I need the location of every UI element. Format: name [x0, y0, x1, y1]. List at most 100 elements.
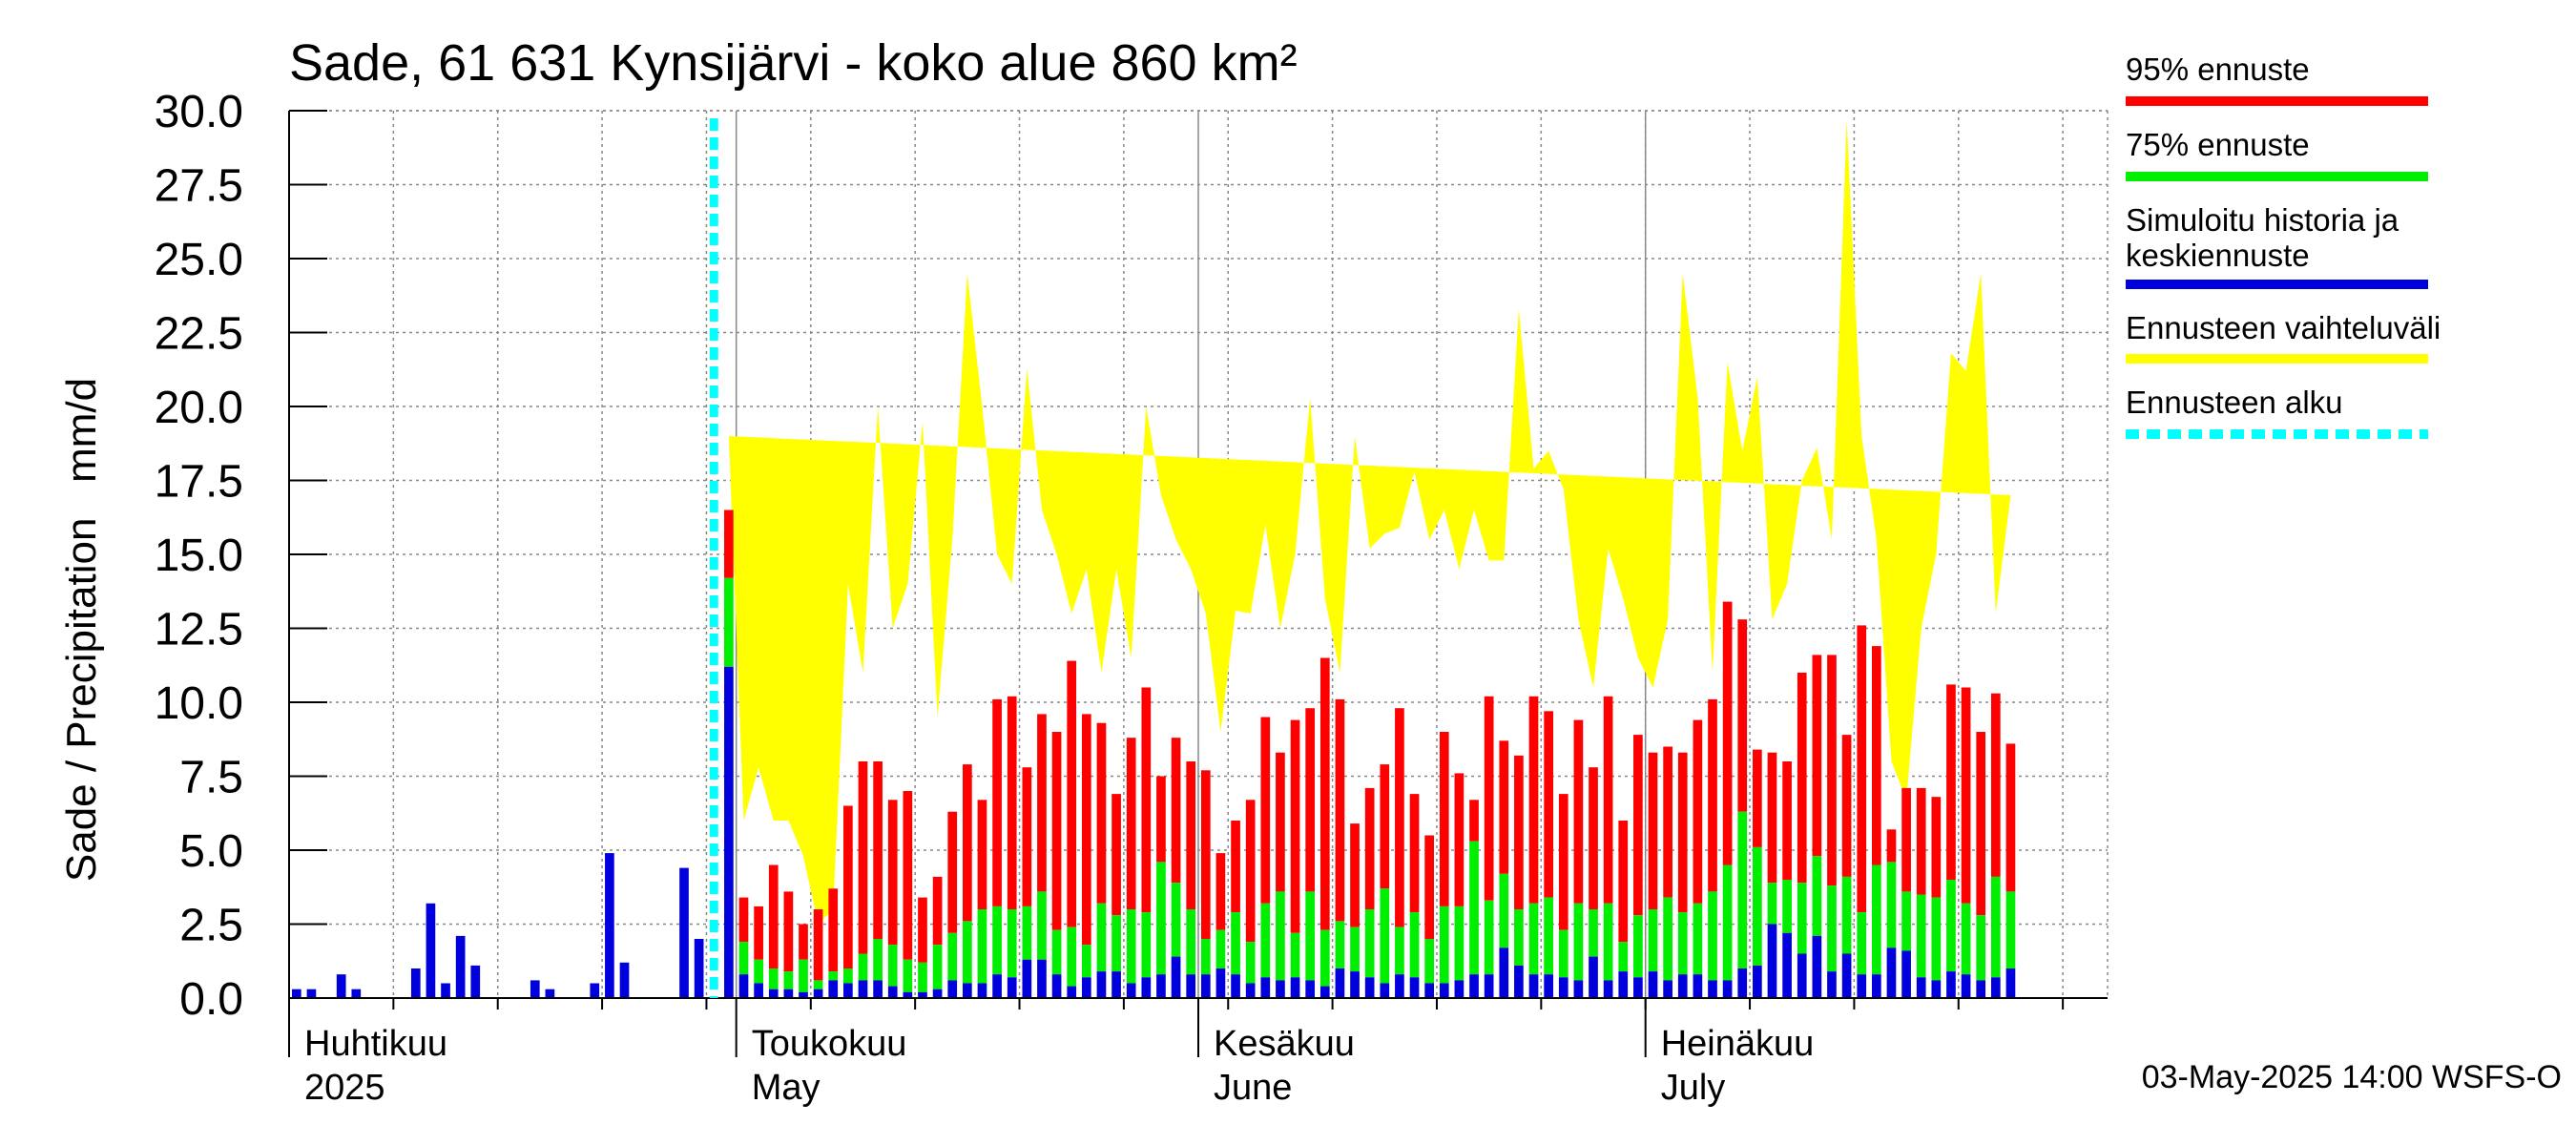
p95-bar: [1753, 749, 1762, 847]
y-tick-label: 22.5: [155, 309, 243, 360]
p95-bar: [1424, 835, 1434, 939]
mean-bar: [1648, 971, 1658, 998]
history-bar: [455, 935, 466, 998]
p95-bar: [992, 698, 1002, 906]
p75-bar: [1722, 864, 1733, 981]
p75-bar: [1767, 883, 1777, 925]
mean-bar: [887, 986, 898, 998]
p95-bar: [947, 811, 958, 933]
mean-bar: [1007, 977, 1017, 998]
p75-bar: [903, 959, 913, 992]
footer-timestamp: 03-May-2025 14:00 WSFS-O: [2142, 1059, 2562, 1095]
p95-bar: [1245, 800, 1256, 943]
p75-bar: [1469, 841, 1479, 975]
p75-bar: [1335, 921, 1345, 968]
mean-bar: [873, 980, 883, 998]
mean-bar: [1067, 986, 1077, 998]
p75-bar: [1007, 909, 1017, 978]
mean-bar: [1901, 950, 1911, 998]
p95-bar: [1886, 829, 1897, 863]
month-label-en: June: [1214, 1068, 1292, 1108]
p95-bar: [738, 897, 749, 943]
mean-bar: [1961, 974, 1971, 998]
mean-bar: [1335, 968, 1345, 998]
p95-bar: [1767, 752, 1777, 884]
p95-bar: [1693, 719, 1703, 904]
mean-bar: [1260, 977, 1271, 998]
p75-bar: [977, 909, 987, 984]
forecast-range-area: [728, 119, 2011, 925]
p95-bar: [1380, 764, 1390, 889]
mean-bar: [1544, 974, 1553, 998]
mean-bar: [1439, 983, 1449, 998]
p75-bar: [1439, 906, 1449, 984]
p75-bar: [1484, 900, 1494, 975]
p95-bar: [1335, 698, 1345, 922]
y-tick-label: 7.5: [179, 753, 243, 803]
p95-bar: [1737, 619, 1748, 812]
mean-bar: [828, 980, 839, 998]
p95-bar: [843, 805, 853, 968]
mean-bar: [858, 980, 868, 998]
p95-bar: [1171, 738, 1181, 884]
p75-bar: [1916, 894, 1926, 978]
p75-bar: [1111, 915, 1121, 972]
p75-bar: [738, 942, 749, 975]
mean-bar: [1096, 971, 1107, 998]
p75-bar: [828, 971, 839, 981]
p75-bar: [992, 906, 1002, 975]
month-label-fi: Kesäkuu: [1214, 1024, 1355, 1064]
history-bar: [545, 989, 555, 998]
p75-bar: [873, 939, 883, 981]
mean-bar: [754, 983, 763, 998]
mean-bar: [1126, 983, 1136, 998]
mean-bar: [1618, 971, 1629, 998]
p75-bar: [1886, 862, 1897, 948]
mean-bar: [977, 983, 987, 998]
mean-bar: [1976, 980, 1986, 998]
p95-bar: [1484, 696, 1494, 901]
p75-bar: [1633, 915, 1643, 978]
p95-bar: [813, 909, 823, 981]
history-bar: [679, 867, 689, 998]
p75-bar: [1395, 926, 1404, 975]
mean-bar: [1200, 974, 1211, 998]
p95-bar: [1200, 770, 1211, 939]
p75-bar: [1141, 912, 1152, 978]
p95-bar: [1946, 684, 1956, 880]
p75-bar: [1126, 909, 1136, 984]
p75-bar: [1901, 891, 1911, 951]
p75-bar: [1931, 897, 1942, 981]
y-tick-label: 5.0: [179, 826, 243, 877]
month-label-en: 2025: [304, 1068, 385, 1108]
p75-bar: [1156, 862, 1166, 975]
mean-bar: [1037, 959, 1047, 998]
p95-bar: [1439, 732, 1449, 906]
p95-bar: [828, 888, 839, 972]
p95-bar: [1156, 776, 1166, 863]
p75-bar: [918, 962, 927, 992]
mean-bar: [1633, 977, 1643, 998]
p75-bar: [947, 932, 958, 981]
mean-bar: [1395, 974, 1404, 998]
p95-bar: [1990, 693, 2001, 877]
mean-bar: [1693, 974, 1703, 998]
p75-bar: [1260, 903, 1271, 978]
p75-bar: [1200, 939, 1211, 975]
mean-bar: [1708, 980, 1717, 998]
legend-label: 75% ennuste: [2126, 127, 2310, 162]
p75-bar: [1424, 939, 1434, 984]
p75-bar: [843, 968, 853, 984]
mean-bar: [1722, 980, 1733, 998]
mean-bar: [1528, 974, 1539, 998]
mean-bar: [1827, 971, 1837, 998]
mean-bar: [1841, 953, 1852, 998]
mean-bar: [918, 991, 927, 998]
p95-bar: [1677, 752, 1688, 913]
y-tick-label: 12.5: [155, 605, 243, 656]
p75-bar: [1096, 903, 1107, 972]
p75-bar: [1276, 891, 1285, 981]
p75-bar: [1319, 929, 1330, 987]
p75-bar: [1708, 891, 1717, 981]
